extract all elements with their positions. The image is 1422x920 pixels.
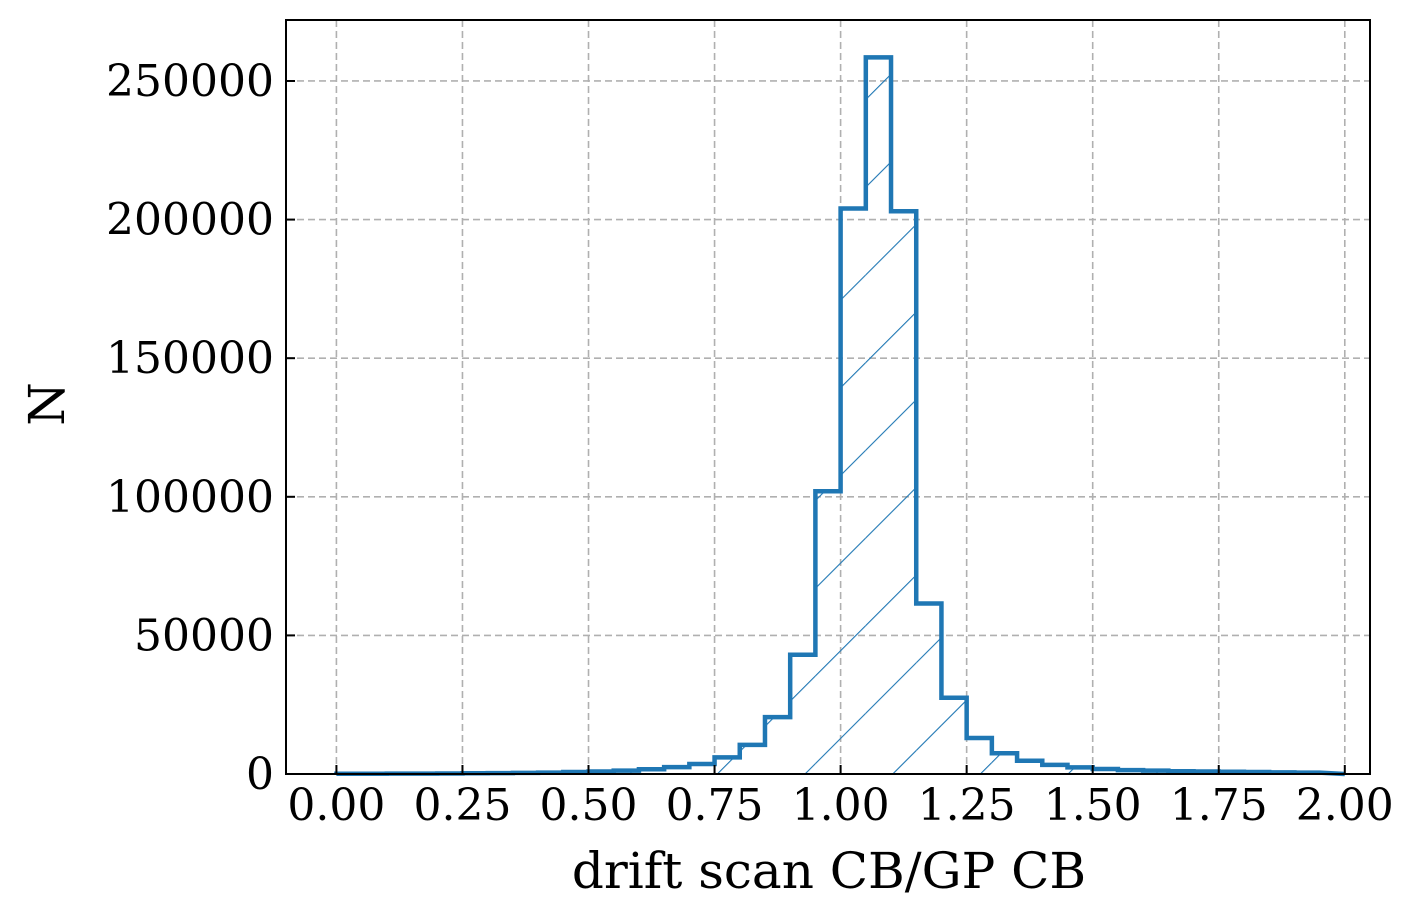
- histogram-bar: [966, 737, 992, 774]
- x-tick-label: 0.75: [666, 780, 764, 831]
- y-tick-label: 200000: [106, 195, 274, 246]
- histogram-bar: [1042, 764, 1068, 774]
- histogram-bar: [891, 211, 917, 774]
- histogram-outline: [334, 55, 1345, 777]
- x-tick-label: 0.00: [287, 780, 385, 831]
- x-tick-label: 2.00: [1296, 780, 1394, 831]
- histogram-bar: [840, 208, 866, 774]
- x-tick-label: 1.00: [792, 780, 890, 831]
- x-axis-label: drift scan CB/GP CB: [572, 842, 1086, 900]
- y-tick-label: 0: [246, 749, 274, 800]
- histogram-bar: [1067, 767, 1093, 774]
- histogram-bar: [865, 57, 892, 775]
- x-axis: 0.00 0.25 0.50 0.75 1.00 1.25 1.50 1.75 2.00: [287, 765, 1394, 831]
- y-axis: 0 50000 100000 150000 200000 250000: [106, 56, 295, 800]
- histogram-bar: [941, 697, 967, 774]
- histogram-bar: [916, 603, 942, 774]
- x-tick-label: 1.25: [918, 780, 1016, 831]
- histogram-bar: [664, 767, 690, 774]
- x-tick-label: 0.25: [413, 780, 511, 831]
- histogram-bar: [638, 769, 665, 774]
- y-axis-label: N: [18, 382, 76, 426]
- y-tick-label: 250000: [106, 56, 274, 107]
- histogram-bar: [991, 753, 1018, 774]
- histogram-bar: [739, 744, 765, 774]
- histogram-bar: [714, 757, 740, 774]
- x-tick-label: 0.50: [540, 780, 638, 831]
- histogram-bar: [764, 717, 791, 774]
- histogram-bar: [1092, 769, 1118, 774]
- histogram-bar: [689, 764, 715, 774]
- histogram: [334, 55, 1345, 777]
- x-tick-label: 1.50: [1044, 780, 1142, 831]
- y-tick-label: 100000: [106, 472, 274, 523]
- histogram-bar: [815, 491, 841, 774]
- histogram-bar: [1017, 760, 1043, 774]
- plot-frame: [285, 19, 1371, 775]
- y-tick-label: 50000: [134, 610, 274, 661]
- x-tick-label: 1.75: [1170, 780, 1268, 831]
- y-tick-label: 150000: [106, 333, 274, 384]
- histogram-bar: [790, 654, 816, 774]
